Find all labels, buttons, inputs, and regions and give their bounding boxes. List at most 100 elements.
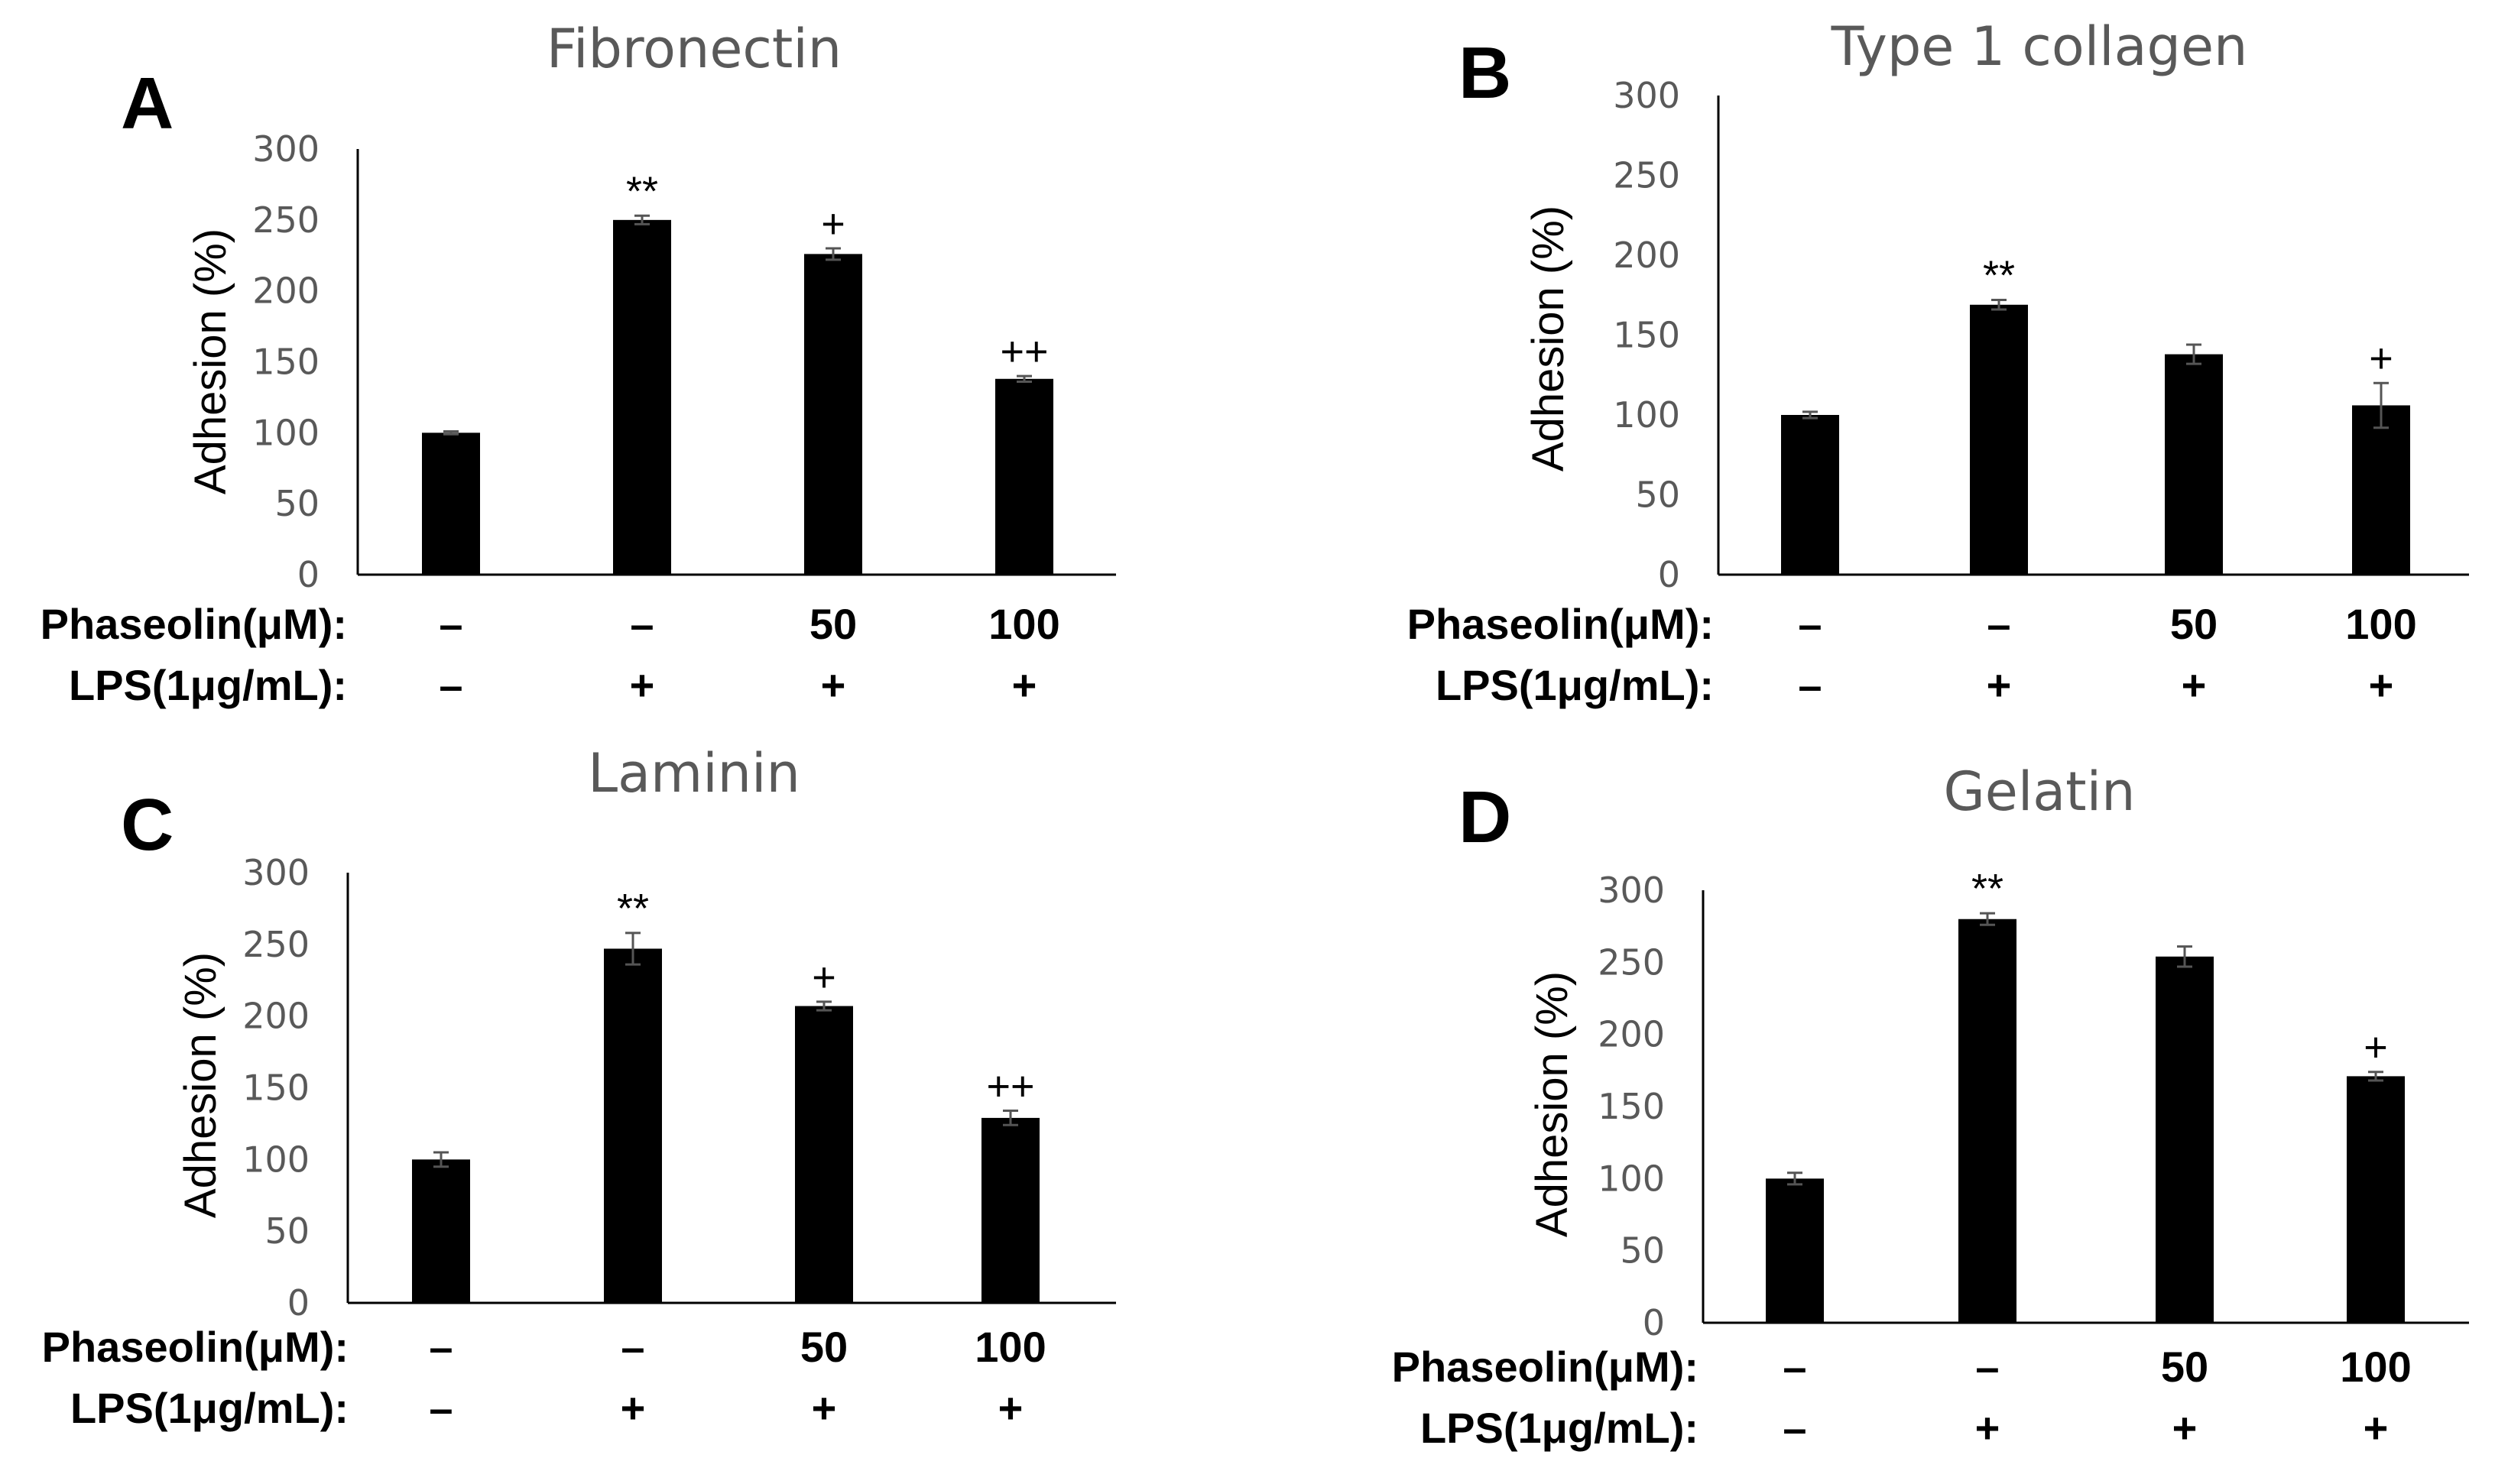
bar (613, 219, 671, 575)
phaseolin-dose: 100 (988, 600, 1059, 648)
bar (1958, 919, 2016, 1323)
y-tick-label: 0 (297, 554, 320, 595)
y-tick-label: 0 (1643, 1302, 1665, 1343)
y-tick-label: 100 (252, 412, 320, 453)
y-tick-label: 0 (287, 1282, 310, 1324)
phaseolin-dose: – (1783, 1343, 1806, 1391)
lps-treatment: + (2369, 661, 2394, 709)
y-axis-label: Adhesion (%) (1527, 971, 1577, 1237)
phaseolin-dose: – (1987, 600, 2010, 648)
y-tick-label: 0 (1658, 554, 1680, 595)
significance-mark: ** (626, 168, 658, 214)
panel-letter: D (1458, 776, 1511, 858)
lps-treatment: – (439, 661, 462, 709)
significance-mark: + (2364, 1025, 2388, 1071)
bar (2156, 956, 2214, 1323)
bar (795, 1006, 853, 1303)
lps-row-label: LPS(1μg/mL): (69, 661, 347, 709)
y-tick-label: 250 (242, 924, 310, 965)
y-tick-label: 300 (252, 128, 320, 170)
phaseolin-dose: – (1798, 600, 1822, 648)
lps-treatment: + (1975, 1404, 2000, 1452)
chart-panel-d: D Gelatin Adhesion (%) 0 50 100 150 200 250 300 **… (1392, 760, 2469, 1452)
y-tick-label: 200 (1598, 1014, 1665, 1055)
y-tick-label: 100 (1613, 394, 1680, 436)
lps-treatment: + (2182, 661, 2207, 709)
phaseolin-dose: – (439, 600, 462, 648)
chart-panel-c: C Laminin Adhesion (%) 0 50 100 150 200 250 300 **… (42, 742, 1116, 1432)
phaseolin-row-label: Phaseolin(μM): (42, 1323, 349, 1371)
significance-mark: + (821, 201, 845, 247)
y-tick-label: 50 (1635, 475, 1680, 516)
bar (2165, 354, 2223, 575)
bar (422, 433, 480, 575)
y-tick-label: 100 (242, 1139, 310, 1180)
phaseolin-dose: 50 (809, 600, 857, 648)
lps-row-label: LPS(1μg/mL): (1436, 661, 1714, 709)
lps-treatment: – (429, 1384, 453, 1432)
significance-mark: + (812, 954, 836, 1000)
y-tick-label: 200 (242, 996, 310, 1037)
phaseolin-dose: 50 (2170, 600, 2218, 648)
phaseolin-dose: – (621, 1323, 644, 1371)
significance-mark: ** (1971, 866, 2003, 912)
lps-treatment: + (2364, 1404, 2389, 1452)
phaseolin-dose: 50 (800, 1323, 848, 1371)
phaseolin-dose: – (429, 1323, 453, 1371)
bar (1781, 415, 1839, 575)
lps-treatment: – (1798, 661, 1822, 709)
significance-mark: ++ (986, 1064, 1034, 1110)
lps-treatment: – (1783, 1404, 1806, 1452)
lps-treatment: + (998, 1384, 1024, 1432)
phaseolin-dose: – (630, 600, 654, 648)
chart-panel-b: B Type 1 collagen Adhesion (%) 0 50 100 150 200… (1407, 15, 2469, 709)
y-axis-label: Adhesion (%) (176, 952, 225, 1218)
bar (604, 948, 662, 1303)
y-tick-label: 300 (1598, 870, 1665, 911)
phaseolin-dose: 100 (2340, 1343, 2411, 1391)
bar (804, 254, 862, 575)
significance-mark: ** (617, 886, 649, 932)
phaseolin-dose: – (1975, 1343, 1999, 1391)
y-tick-label: 150 (1598, 1086, 1665, 1127)
y-tick-label: 250 (1598, 941, 1665, 983)
y-tick-label: 100 (1598, 1158, 1665, 1199)
chart-title: Laminin (588, 742, 800, 805)
y-tick-label: 50 (1620, 1230, 1665, 1272)
y-tick-label: 250 (252, 199, 320, 241)
y-tick-label: 50 (264, 1210, 310, 1252)
bar (2352, 405, 2410, 575)
bar (1970, 304, 2028, 575)
y-tick-label: 250 (1613, 155, 1680, 196)
y-tick-label: 150 (252, 342, 320, 383)
phaseolin-dose: 100 (975, 1323, 1046, 1371)
lps-treatment: + (2172, 1404, 2198, 1452)
significance-mark: + (2369, 335, 2393, 381)
y-tick-label: 150 (1613, 315, 1680, 356)
bar (2347, 1076, 2405, 1323)
lps-treatment: + (812, 1384, 837, 1432)
lps-row-label: LPS(1μg/mL): (1420, 1404, 1698, 1452)
y-tick-label: 300 (242, 852, 310, 893)
panel-letter: A (121, 63, 174, 144)
y-tick-label: 200 (1613, 235, 1680, 276)
chart-title: Fibronectin (547, 18, 842, 80)
phaseolin-row-label: Phaseolin(μM): (1392, 1343, 1698, 1391)
bar (412, 1159, 470, 1303)
lps-treatment: + (821, 661, 846, 709)
lps-treatment: + (621, 1384, 646, 1432)
phaseolin-dose: 100 (2345, 600, 2416, 648)
lps-treatment: + (1012, 661, 1037, 709)
y-tick-label: 150 (242, 1068, 310, 1109)
y-tick-label: 300 (1613, 75, 1680, 116)
panel-letter: B (1458, 32, 1511, 114)
bar (995, 378, 1053, 575)
chart-title: Gelatin (1944, 760, 2136, 823)
phaseolin-row-label: Phaseolin(μM): (1407, 600, 1714, 648)
significance-mark: ** (1983, 253, 2015, 299)
phaseolin-row-label: Phaseolin(μM): (41, 600, 347, 648)
y-tick-label: 50 (274, 483, 320, 524)
y-tick-label: 200 (252, 271, 320, 312)
lps-treatment: + (630, 661, 655, 709)
